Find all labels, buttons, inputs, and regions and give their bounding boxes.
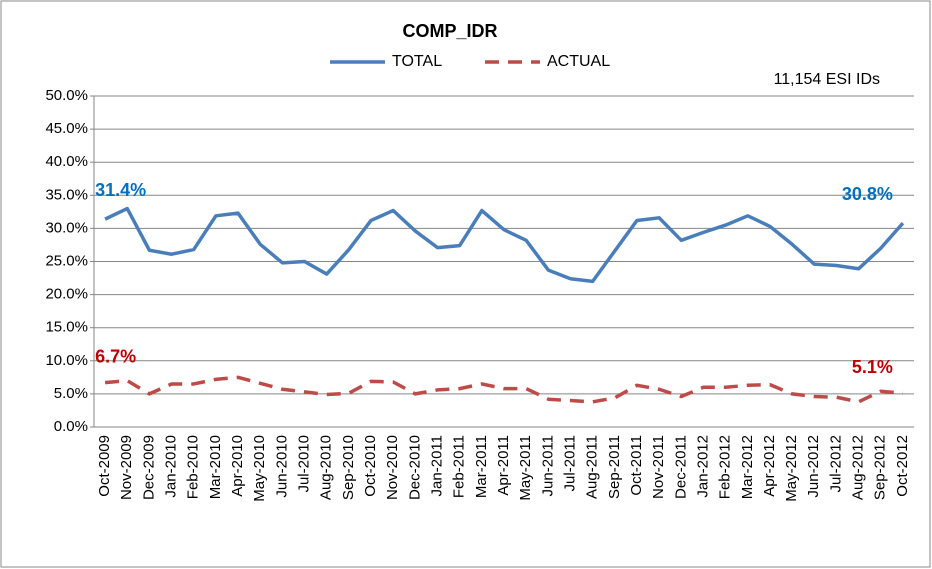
x-tick-label: Jul-2011: [561, 435, 578, 491]
x-tick-label: Jun-2012: [805, 435, 822, 498]
x-tick-label: Sep-2010: [340, 435, 357, 500]
x-tick-label: Mar-2010: [207, 435, 224, 499]
x-tick-label: Nov-2010: [384, 435, 401, 500]
x-tick-label: Feb-2011: [451, 435, 468, 498]
y-tick-label: 35.0%: [45, 186, 88, 203]
y-tick-label: 45.0%: [45, 120, 88, 137]
series-line: [104, 375, 904, 404]
x-tick-label: Dec-2009: [140, 435, 157, 500]
y-tick-label: 0.0%: [54, 418, 88, 435]
y-tick-label: 5.0%: [54, 385, 88, 402]
y-tick-label: 50.0%: [45, 87, 88, 104]
x-tick-label: Apr-2012: [761, 435, 778, 497]
x-tick-label: May-2011: [517, 435, 534, 501]
y-tick-label: 25.0%: [45, 252, 88, 269]
x-tick-label: Aug-2010: [318, 435, 335, 500]
x-tick-label: Feb-2010: [185, 435, 202, 499]
annotation: 11,154 ESI IDs: [774, 71, 880, 88]
x-tick-label: Sep-2011: [606, 435, 623, 499]
legend-label: ACTUAL: [547, 53, 610, 70]
y-tick-label: 30.0%: [45, 219, 88, 236]
x-tick-label: Jun-2011: [539, 435, 556, 496]
data-label: 6.7%: [95, 346, 136, 366]
x-tick-label: Jan-2011: [428, 435, 445, 496]
x-tick-label: Sep-2012: [872, 435, 889, 500]
data-label: 5.1%: [852, 357, 893, 377]
x-tick-label: Aug-2011: [584, 435, 601, 499]
x-tick-label: Mar-2011: [473, 435, 490, 498]
x-tick-label: Aug-2012: [850, 435, 867, 500]
legend-label: TOTAL: [392, 53, 442, 70]
x-tick-label: May-2010: [251, 435, 268, 502]
chart-title: COMP_IDR: [402, 21, 497, 41]
x-tick-label: Jul-2010: [296, 435, 313, 493]
y-tick-label: 40.0%: [45, 153, 88, 170]
x-tick-label: Jan-2010: [163, 435, 180, 498]
x-tick-label: Oct-2009: [96, 435, 113, 497]
series-line: [104, 206, 905, 284]
y-tick-label: 20.0%: [45, 286, 88, 303]
x-tick-label: Nov-2009: [118, 435, 135, 500]
data-label: 30.8%: [842, 184, 893, 204]
x-tick-label: Feb-2012: [717, 435, 734, 499]
y-tick-label: 15.0%: [45, 319, 88, 336]
x-tick-label: Apr-2011: [495, 435, 512, 496]
x-tick-label: May-2012: [783, 435, 800, 502]
x-tick-label: Jul-2012: [827, 435, 844, 493]
y-tick-label: 10.0%: [45, 352, 88, 369]
x-tick-label: Dec-2011: [672, 435, 689, 499]
x-tick-label: Jun-2010: [273, 435, 290, 498]
x-tick-label: Jan-2012: [694, 435, 711, 498]
data-label: 31.4%: [95, 180, 146, 200]
x-tick-label: Apr-2010: [229, 435, 246, 497]
x-tick-label: Dec-2010: [406, 435, 423, 500]
x-tick-label: Oct-2011: [628, 435, 645, 496]
x-tick-label: Oct-2012: [894, 435, 911, 497]
x-tick-label: Oct-2010: [362, 435, 379, 497]
x-tick-label: Nov-2011: [650, 435, 667, 499]
x-tick-label: Mar-2012: [739, 435, 756, 499]
